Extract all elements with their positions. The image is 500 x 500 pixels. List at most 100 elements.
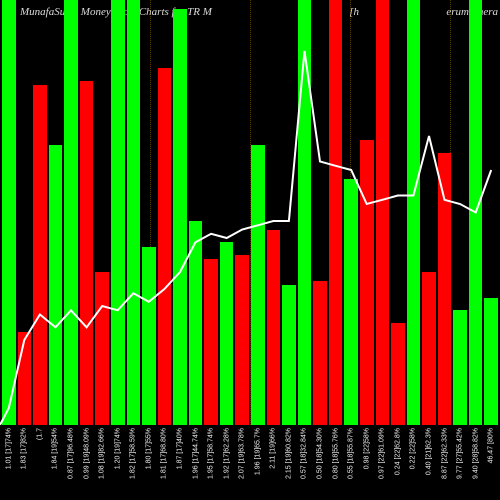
x-label-slot: 1.01 [17]74% (2, 425, 16, 500)
x-label: 1.01 [17]74% (5, 428, 12, 469)
bar (282, 285, 296, 425)
x-label-slot: 9.77 [27]55.42% (453, 425, 467, 500)
x-label: 0.87 [17]96.48% (68, 428, 75, 479)
x-label-slot: 1.80 [17]55% (142, 425, 156, 500)
x-label: 0.97 [22]61.09% (379, 428, 386, 479)
x-label: 1.95 [17]58.74% (208, 428, 215, 479)
x-label-slot: 0.40 [21]62.3% (422, 425, 436, 500)
bars (0, 0, 500, 425)
x-label: (1.7 (36, 428, 43, 440)
x-label-slot: (1.7 (33, 425, 47, 500)
x-label-slot: 0.87 [17]96.48% (64, 425, 78, 500)
x-label-slot: 0.50 [18]54.30% (313, 425, 327, 500)
bar (298, 0, 312, 425)
x-label: 2.15 [19]60.82% (285, 428, 292, 479)
x-label: 0.99 [19]48.09% (83, 428, 90, 479)
bar (344, 179, 358, 426)
x-label-slot: 0.97 [22]61.09% (376, 425, 390, 500)
bar (80, 81, 94, 425)
x-label: 0.55 [18]55.87% (348, 428, 355, 479)
bar (376, 0, 390, 425)
bar (391, 323, 405, 425)
bar (220, 242, 234, 425)
bar (484, 298, 498, 426)
x-label-slot: 2.11 [19]66% (267, 425, 281, 500)
x-label: 1.84 [19]54% (52, 428, 59, 469)
bar (329, 0, 343, 425)
bar (173, 9, 187, 426)
bar (127, 0, 141, 425)
bar (251, 145, 265, 426)
x-label-slot: 1.95 [17]58.74% (204, 425, 218, 500)
bar (158, 68, 172, 425)
bar (49, 145, 63, 426)
bar (189, 221, 203, 425)
x-label-slot: 1.96 [17]44.74% (189, 425, 203, 500)
x-label: 1.82 [17]58.59% (130, 428, 137, 479)
bar (438, 153, 452, 425)
x-label: 1.87 [17]40% (176, 428, 183, 469)
x-label: 0.40 [21]62.3% (425, 428, 432, 475)
x-label-slot: 0.98 [22]58% (360, 425, 374, 500)
bar (313, 281, 327, 426)
bar (469, 0, 483, 425)
x-label-slot: 0.57 [18]32.84% (298, 425, 312, 500)
x-label-slot: 1.83 [17]82% (18, 425, 32, 500)
x-label-slot: 0.99 [19]48.09% (80, 425, 94, 500)
chart-area (0, 0, 500, 425)
x-label-slot: 1.84 [19]54% (49, 425, 63, 500)
x-label: 0.24 [22]62.8% (394, 428, 401, 475)
x-label-slot: 1.96 [19]65.7% (251, 425, 265, 500)
x-label-slot: 8.87 [22]62.33% (438, 425, 452, 500)
bar (235, 255, 249, 425)
x-label-slot: 9.40 [28]58.82% (469, 425, 483, 500)
x-label-slot: 1.87 [17]40% (173, 425, 187, 500)
x-label: 1.96 [17]44.74% (192, 428, 199, 479)
x-label-slot: 1.81 [17]68.80% (158, 425, 172, 500)
x-label: 0.50 [18]54.30% (317, 428, 324, 479)
x-label-slot: 1.82 [17]58.59% (127, 425, 141, 500)
bar (204, 259, 218, 425)
x-label: 0.80 [18]55.76% (332, 428, 339, 479)
x-label-slot: 2.15 [19]60.82% (282, 425, 296, 500)
bar (111, 0, 125, 425)
bar (142, 247, 156, 426)
x-label: 0.98 [22]58% (363, 428, 370, 469)
x-label: 0.57 [18]32.84% (301, 428, 308, 479)
x-label: 9.40 [28]58.82% (472, 428, 479, 479)
x-label-slot: 0.80 [18]55.76% (329, 425, 343, 500)
bar (64, 0, 78, 425)
x-label: 1.80 [17]55% (145, 428, 152, 469)
x-label: 2.07 [19]63.78% (239, 428, 246, 479)
x-label-slot: 0.24 [22]62.8% (391, 425, 405, 500)
x-label-slot: 2.07 [19]63.78% (235, 425, 249, 500)
bar (95, 272, 109, 425)
chart-container: { "title": { "left": "MunafaSutra Money … (0, 0, 500, 500)
bar (453, 310, 467, 425)
x-label: 9.77 [27]55.42% (457, 428, 464, 479)
x-label: 1.08 [19]82.66% (99, 428, 106, 479)
x-label: 1.83 [17]82% (21, 428, 28, 469)
bar (18, 332, 32, 426)
bar (267, 230, 281, 426)
x-label: 1.81 [17]68.80% (161, 428, 168, 479)
x-label: 1.92 [17]62.28% (223, 428, 230, 479)
x-label: 46.47 [80% (488, 428, 495, 463)
bar (360, 140, 374, 425)
x-label-slot: 1.92 [17]62.28% (220, 425, 234, 500)
x-label-slot: 1.20 [19]74% (111, 425, 125, 500)
x-axis-labels: 1.01 [17]74% 1.83 [17]82% (1.7 1.84 [19]54… (0, 425, 500, 500)
bar (407, 0, 421, 425)
x-label: 1.96 [19]65.7% (254, 428, 261, 475)
x-label-slot: 0.22 [22]58% (407, 425, 421, 500)
x-label: 0.22 [22]58% (410, 428, 417, 469)
x-label: 2.11 [19]66% (270, 428, 277, 469)
x-label: 1.20 [19]74% (114, 428, 121, 469)
bar (33, 85, 47, 425)
x-label-slot: 1.08 [19]82.66% (95, 425, 109, 500)
bar (2, 0, 16, 425)
x-label-slot: 46.47 [80% (484, 425, 498, 500)
x-label-slot: 0.55 [18]55.87% (344, 425, 358, 500)
x-label: 8.87 [22]62.33% (441, 428, 448, 479)
bar (422, 272, 436, 425)
